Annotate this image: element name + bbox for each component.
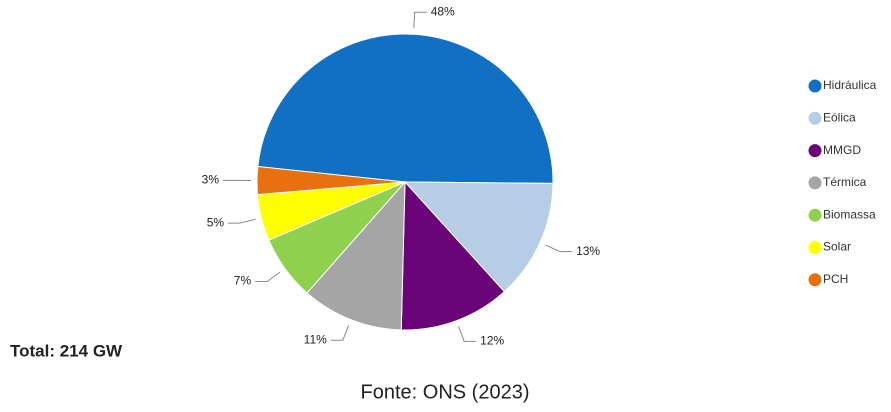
leader-line bbox=[545, 244, 573, 253]
legend-swatch bbox=[808, 273, 822, 287]
data-label: 11% bbox=[304, 332, 327, 346]
data-label: 48% bbox=[431, 4, 455, 18]
legend-label: Eólica bbox=[823, 110, 856, 124]
leader-line bbox=[228, 218, 256, 224]
legend-label: PCH bbox=[823, 272, 848, 286]
leader-line bbox=[413, 11, 427, 29]
data-label: 13% bbox=[576, 244, 600, 258]
leader-line bbox=[330, 325, 350, 341]
data-label: 3% bbox=[202, 173, 220, 187]
pie-slice bbox=[256, 165, 406, 196]
leader-line bbox=[458, 326, 477, 342]
pie-slice bbox=[403, 181, 554, 293]
leader-line bbox=[255, 271, 281, 282]
legend-swatch bbox=[808, 176, 822, 190]
legend-swatch bbox=[808, 111, 822, 125]
data-label: 12% bbox=[480, 334, 504, 348]
legend-swatch bbox=[808, 144, 822, 158]
legend-swatch bbox=[808, 208, 822, 222]
total-label: Total: 214 GW bbox=[10, 341, 123, 360]
legend-label: Biomassa bbox=[823, 207, 876, 221]
pie-slice bbox=[306, 180, 406, 331]
legend-swatch bbox=[808, 79, 822, 93]
legend-swatch bbox=[808, 241, 822, 254]
source-label: Fonte: ONS (2023) bbox=[361, 381, 530, 403]
legend-label: Solar bbox=[823, 240, 851, 254]
data-label: 7% bbox=[234, 274, 252, 288]
data-label: 5% bbox=[207, 215, 225, 229]
pie-slice bbox=[400, 180, 506, 331]
pie-slice bbox=[257, 33, 554, 184]
legend-label: Hidráulica bbox=[823, 78, 877, 92]
legend-label: MMGD bbox=[823, 143, 861, 157]
legend-label: Térmica bbox=[823, 175, 867, 189]
